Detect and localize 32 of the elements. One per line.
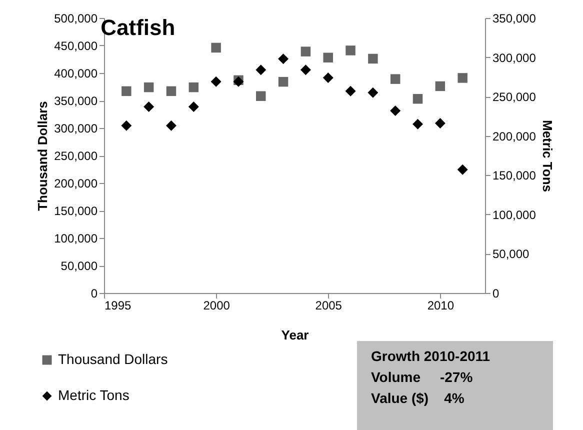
chart-title: Catfish	[100, 15, 176, 40]
y2-tick-label: 350,000	[492, 12, 536, 26]
y-tick-label: 150,000	[54, 204, 98, 218]
y-tick-label: 50,000	[60, 259, 98, 273]
y2-tick-label: 0	[492, 286, 500, 300]
y2-axis-title: Metric Tons	[540, 120, 555, 192]
x-tick-label: 2005	[315, 298, 342, 312]
y2-tick-label: 50,000	[492, 247, 530, 262]
y-axis-title: Thousand Dollars	[35, 101, 50, 211]
y-tick-label: 400,000	[54, 66, 98, 80]
y2-tick-label: 300,000	[492, 50, 536, 65]
y-tick-label: 300,000	[54, 122, 98, 136]
y-tick-label: 250,000	[54, 149, 98, 163]
text: Growth 2010-2011	[371, 348, 490, 364]
legend-label: Thousand Dollars	[58, 351, 168, 367]
x-tick-label: 1995	[104, 298, 132, 312]
y-tick-label: 100,000	[54, 232, 98, 246]
y-tick-label: 350,000	[54, 94, 98, 108]
y-tick-label: 0	[90, 286, 98, 300]
y-tick-label: 200,000	[54, 176, 98, 190]
y2-tick-label: 150,000	[492, 168, 536, 183]
text: Volume -27%	[371, 369, 473, 385]
y-tick-label: 500,000	[54, 12, 98, 26]
y2-tick-label: 250,000	[492, 90, 536, 104]
text: Value ($) 4%	[371, 390, 464, 406]
y2-tick-label: 100,000	[492, 208, 536, 222]
x-tick-label: 2010	[427, 298, 454, 312]
legend-label: Metric Tons	[58, 387, 130, 403]
y-tick-label: 450,000	[54, 39, 98, 53]
x-tick-label: 2000	[203, 298, 230, 312]
x-axis-title: Year	[281, 328, 309, 342]
y2-tick-label: 200,000	[492, 129, 536, 144]
